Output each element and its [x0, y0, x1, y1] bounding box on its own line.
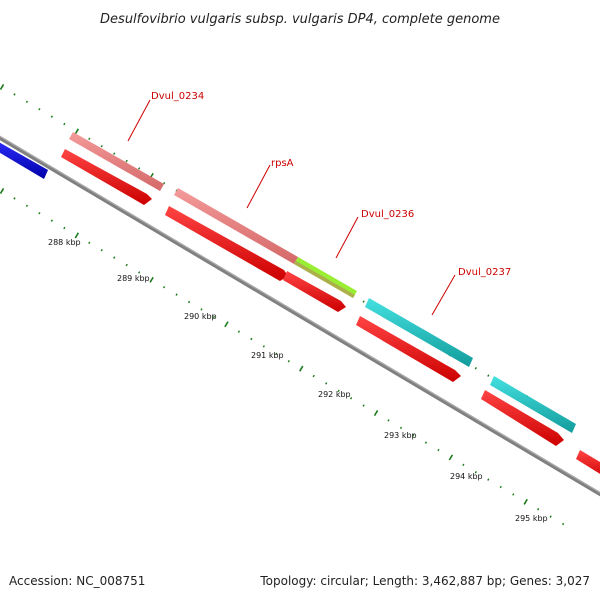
scale-label: 290 kbp	[184, 312, 217, 321]
gc-tick	[462, 463, 465, 467]
gc-tick	[149, 276, 154, 283]
gc-tick	[299, 365, 304, 372]
scale-labels: 288 kbp 289 kbp 290 kbp 291 kbp 292 kbp …	[48, 238, 548, 523]
gc-tick	[287, 360, 290, 363]
gc-tick	[200, 308, 203, 311]
gc-tick	[0, 84, 5, 90]
gc-tick	[337, 389, 340, 393]
gc-tick	[74, 232, 80, 239]
red-gene-arrow-3[interactable]	[283, 271, 346, 312]
red-gene-arrow-5[interactable]	[481, 390, 564, 446]
gc-tick	[25, 100, 29, 104]
gc-tick	[387, 419, 390, 422]
gc-tick	[275, 352, 278, 356]
gc-tick	[487, 374, 490, 377]
gc-tick	[113, 256, 116, 259]
gene-dvul-0234-bar[interactable]	[69, 132, 164, 191]
gc-tick	[162, 181, 166, 185]
gc-tick	[487, 478, 490, 481]
inner-tick-track	[0, 188, 565, 526]
gc-tick	[399, 426, 403, 430]
gc-tick	[512, 493, 515, 496]
gc-tick	[175, 293, 178, 296]
inner-gene-track	[61, 149, 600, 480]
gene-label-rpsa[interactable]: rpsA	[271, 158, 294, 169]
gc-tick	[63, 226, 66, 230]
gc-tick	[237, 330, 241, 333]
gene-dvul-0237-bar[interactable]	[365, 298, 473, 367]
gene-label-leaders	[127, 99, 456, 316]
gc-tick	[362, 300, 365, 303]
gc-tick	[250, 337, 253, 341]
scale-label: 293 kbp	[384, 431, 417, 440]
gene-next-cyan-bar[interactable]	[490, 376, 576, 433]
gc-tick	[262, 345, 265, 348]
gc-tick	[0, 188, 5, 194]
gene-rpsa-bar[interactable]	[174, 188, 298, 264]
gc-tick	[63, 122, 66, 126]
gc-tick	[50, 115, 53, 118]
outer-gene-track	[69, 132, 576, 433]
red-gene-arrow-1[interactable]	[61, 149, 152, 205]
gc-tick	[412, 434, 415, 437]
gc-tick	[100, 144, 103, 148]
gc-tick	[448, 454, 454, 461]
gc-tick	[88, 241, 91, 245]
scale-label: 288 kbp	[48, 238, 81, 247]
gc-tick	[138, 271, 141, 274]
gc-tick	[162, 285, 166, 289]
gc-tick	[13, 93, 16, 96]
gene-label-dvul-0234[interactable]: Dvul_0234	[151, 91, 204, 102]
gc-tick	[113, 152, 116, 155]
gc-tick	[537, 508, 540, 511]
scale-label: 295 kbp	[515, 514, 548, 523]
scale-label: 289 kbp	[117, 274, 150, 283]
gc-tick	[224, 321, 229, 328]
scale-label: 291 kbp	[251, 351, 284, 360]
gc-tick	[50, 219, 53, 222]
gc-tick	[362, 404, 365, 407]
gc-tick	[187, 300, 191, 304]
gc-tick	[373, 410, 379, 417]
gc-tick	[100, 248, 103, 252]
gc-tick	[312, 374, 315, 378]
scale-label: 294 kbp	[450, 472, 483, 481]
gc-tick	[138, 167, 141, 170]
backbone-highlight	[0, 135, 600, 494]
gc-tick	[474, 367, 477, 370]
red-gene-arrow-4[interactable]	[356, 316, 461, 382]
genome-summary-text: Topology: circular; Length: 3,462,887 bp…	[259, 574, 590, 588]
accession-text: Accession: NC_008751	[9, 574, 145, 588]
gc-tick	[88, 137, 91, 141]
gc-tick	[125, 159, 128, 163]
gc-tick	[561, 522, 565, 526]
gc-tick	[212, 315, 216, 319]
gc-tick	[25, 204, 29, 208]
gc-tick	[549, 515, 552, 518]
gc-tick	[350, 397, 353, 400]
gc-tick	[474, 471, 477, 474]
red-gene-arrow-2[interactable]	[165, 206, 288, 281]
gc-tick	[125, 263, 128, 267]
gc-tick	[499, 485, 502, 489]
map-title: Desulfovibrio vulgaris subsp. vulgaris D…	[100, 12, 500, 27]
gc-tick	[74, 128, 80, 135]
gene-dvul-0236-bar-shade	[294, 261, 355, 298]
gc-tick	[38, 211, 41, 215]
gc-tick	[325, 382, 328, 385]
gene-label-dvul-0237[interactable]: Dvul_0237	[458, 267, 511, 278]
scale-label: 292 kbp	[318, 390, 351, 399]
genome-backbone	[0, 135, 600, 497]
gc-tick	[13, 197, 16, 200]
blue-gene-bar[interactable]	[0, 137, 48, 179]
gc-tick	[523, 498, 528, 505]
gene-label-dvul-0236[interactable]: Dvul_0236	[361, 209, 414, 220]
gc-tick	[437, 448, 440, 452]
gc-tick	[38, 107, 41, 111]
gc-tick	[424, 441, 428, 444]
red-gene-arrow-6[interactable]	[576, 450, 600, 480]
